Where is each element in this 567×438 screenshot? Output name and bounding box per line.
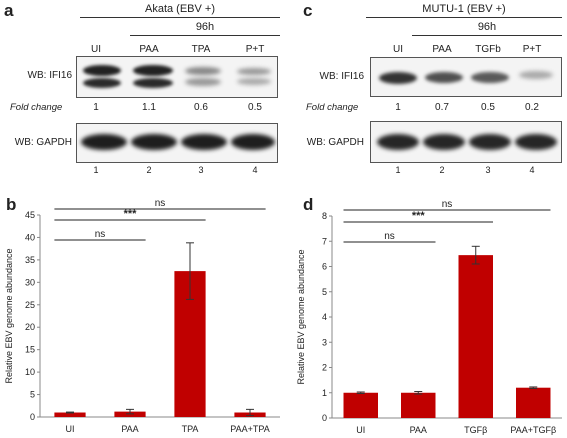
bar xyxy=(54,412,86,417)
y-tick-label: 3 xyxy=(322,337,327,347)
panel-c-time-line xyxy=(412,35,562,36)
panel-a-lane-label: P+T xyxy=(245,44,265,55)
panel-c-fold-value: 0.5 xyxy=(481,102,495,113)
panel-c-fold-value: 1 xyxy=(395,102,401,113)
x-tick-label: UI xyxy=(356,425,365,435)
y-tick-label: 25 xyxy=(25,300,35,310)
panel-c-fold-change-label: Fold change xyxy=(306,102,359,113)
significance-label: ns xyxy=(442,200,453,210)
y-tick-label: 8 xyxy=(322,211,327,221)
x-tick-label: UI xyxy=(66,424,75,434)
y-tick-label: 0 xyxy=(322,413,327,423)
panel-c-wb-ifi16-label: WB: IFI16 xyxy=(319,71,364,82)
y-tick-label: 35 xyxy=(25,255,35,265)
x-tick-label: PAA xyxy=(121,424,138,434)
panel-a-lane-label: TPA xyxy=(191,44,211,55)
panel-b-bar-chart: Relative EBV genome abundance 0 5 10 15 20 25 3… xyxy=(4,200,280,434)
panel-c-lane-number: 2 xyxy=(439,165,445,175)
x-tick-label: PAA+TPA xyxy=(230,424,269,434)
bar xyxy=(516,387,551,418)
y-tick-label: 5 xyxy=(30,390,35,400)
bar xyxy=(343,392,378,418)
panel-c-lane-label: P+T xyxy=(522,44,542,55)
panel-c-lane-label: TGFb xyxy=(475,44,501,55)
panel-a-wb-gapdh-label: WB: GAPDH xyxy=(14,137,72,148)
y-tick-label: 1 xyxy=(322,388,327,398)
panel-a-header-line xyxy=(80,17,280,18)
y-tick-label: 4 xyxy=(322,312,327,322)
panel-a-fold-value: 0.6 xyxy=(194,102,208,113)
bar xyxy=(458,255,493,418)
panel-a-wb-ifi16-label: WB: IFI16 xyxy=(27,70,72,81)
panel-c-cell-header: MUTU-1 (EBV +) xyxy=(422,3,506,15)
panel-c-header-line xyxy=(366,17,562,18)
y-axis-label: Relative EBV genome abundance xyxy=(4,248,14,383)
y-tick-label: 10 xyxy=(25,367,35,377)
panel-c-lane-number: 1 xyxy=(395,165,401,175)
panel-a-time-line xyxy=(130,35,280,36)
x-tick-label: TPA xyxy=(182,424,199,434)
panel-c-gapdh-blot xyxy=(370,121,562,163)
panel-a-cell-header: Akata (EBV +) xyxy=(144,3,215,15)
y-tick-label: 0 xyxy=(30,412,35,422)
panel-a-time-header: 96h xyxy=(195,21,215,33)
y-tick-label: 2 xyxy=(322,363,327,373)
panel-c-ifi16-blot xyxy=(370,57,562,97)
y-tick-label: 30 xyxy=(25,277,35,287)
panel-c-time-header: 96h xyxy=(477,21,497,33)
y-tick-label: 40 xyxy=(25,232,35,242)
panel-a-lane-label: PAA xyxy=(139,44,159,55)
y-tick-label: 7 xyxy=(322,236,327,246)
panel-c-lane-number: 3 xyxy=(485,165,491,175)
panel-c-lane-label: PAA xyxy=(432,44,452,55)
panel-a-fold-value: 1 xyxy=(93,102,99,113)
panel-a-lane-number: 4 xyxy=(252,165,258,175)
panel-a-lane-label: UI xyxy=(91,44,101,55)
panel-c-fold-value: 0.2 xyxy=(525,102,539,113)
y-tick-label: 20 xyxy=(25,322,35,332)
y-tick-label: 15 xyxy=(25,345,35,355)
y-tick-label: 6 xyxy=(322,262,327,272)
significance-label: ns xyxy=(155,200,166,209)
panel-d-letter: d xyxy=(303,195,314,214)
panel-a-fold-value: 1.1 xyxy=(142,102,156,113)
panel-b-letter: b xyxy=(6,195,17,214)
panel-c-wb-gapdh-label: WB: GAPDH xyxy=(306,137,364,148)
panel-a-letter: a xyxy=(4,1,14,20)
panel-a-gapdh-blot xyxy=(76,123,278,163)
panel-a-ifi16-blot xyxy=(76,56,278,98)
panel-a-lane-number: 3 xyxy=(198,165,204,175)
x-tick-label: TGFβ xyxy=(464,425,487,435)
significance-label: *** xyxy=(124,208,138,220)
panel-c-letter: c xyxy=(303,1,313,20)
significance-label: ns xyxy=(95,229,106,240)
panel-c-lane-label: UI xyxy=(393,44,403,55)
panel-c-fold-value: 0.7 xyxy=(435,102,449,113)
y-axis-label: Relative EBV genome abundance xyxy=(296,249,306,384)
panel-a-lane-number: 2 xyxy=(146,165,152,175)
panel-a-fold-change-label: Fold change xyxy=(10,102,63,113)
significance-label: *** xyxy=(412,210,426,222)
x-tick-label: PAA+TGFβ xyxy=(510,425,556,435)
significance-label: ns xyxy=(384,231,395,242)
x-tick-label: PAA xyxy=(410,425,427,435)
y-tick-label: 5 xyxy=(322,287,327,297)
y-tick-label: 45 xyxy=(25,210,35,220)
panel-d-bar-chart: Relative EBV genome abundance 0 1 2 3 4 5 6 7 8 UI… xyxy=(296,200,562,435)
panel-a-fold-value: 0.5 xyxy=(248,102,262,113)
panel-c-lane-number: 4 xyxy=(529,165,535,175)
bar xyxy=(401,392,436,418)
panel-a-lane-number: 1 xyxy=(93,165,99,175)
